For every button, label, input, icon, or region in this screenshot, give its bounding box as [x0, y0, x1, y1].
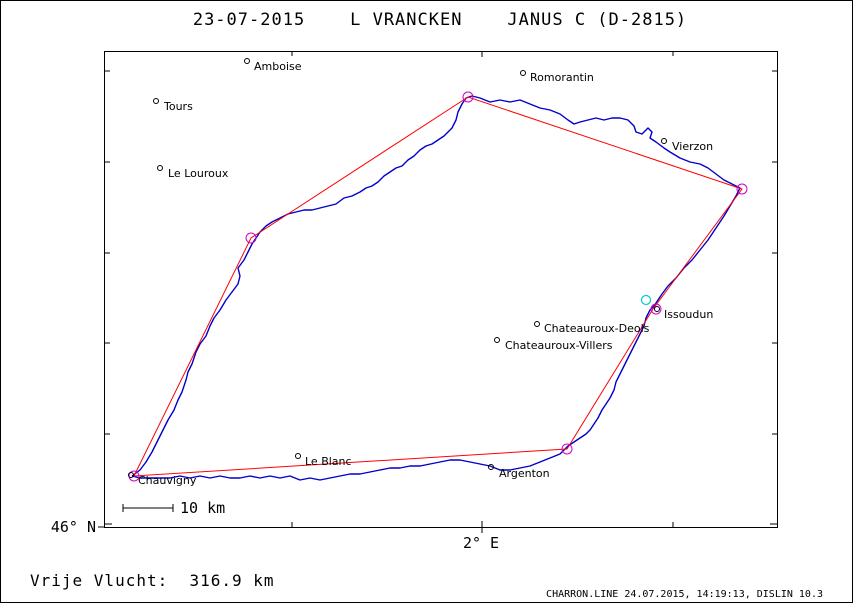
- latitude-label: 46° N: [51, 518, 96, 536]
- file-meta: CHARRON.LINE 24.07.2015, 14:19:13, DISLI…: [546, 589, 823, 600]
- task-route: [133, 96, 743, 477]
- scale-bar: [122, 504, 174, 512]
- town-label-vierzon: Vierzon: [672, 140, 713, 153]
- town-dot: [520, 70, 526, 76]
- turnpoint-marker: [650, 303, 662, 315]
- town-dot: [295, 453, 301, 459]
- town-label-chauvigny: Chauvigny: [138, 474, 197, 487]
- town-label-le-louroux: Le Louroux: [168, 167, 229, 180]
- axis-ticks: [98, 51, 778, 533]
- longitude-label: 2° E: [463, 534, 499, 552]
- gps-track: [131, 95, 741, 481]
- town-dot: [488, 464, 494, 470]
- plot-frame: [104, 51, 778, 528]
- flight-title: 23-07-2015 L VRANCKEN JANUS C (D-2815): [193, 10, 687, 30]
- town-dot: [157, 165, 163, 171]
- town-dot: [654, 306, 660, 312]
- turnpoints: [128, 91, 748, 482]
- town-dot: [153, 98, 159, 104]
- town-label-le-blanc: Le Blanc: [305, 455, 352, 468]
- scale-bar-label: 10 km: [180, 499, 225, 517]
- town-dot: [661, 138, 667, 144]
- town-label-argenton: Argenton: [499, 467, 550, 480]
- distance-summary: Vrije Vlucht: 316.9 km: [30, 571, 275, 590]
- turnpoint-marker: [561, 443, 573, 455]
- town-label-issoudun: Issoudun: [664, 308, 713, 321]
- town-dot: [494, 337, 500, 343]
- town-dot: [534, 321, 540, 327]
- town-markers: [128, 58, 667, 478]
- start-marker: [640, 294, 652, 306]
- town-label-chateauroux-villers: Chateauroux-Villers: [505, 339, 613, 352]
- town-dot: [128, 472, 134, 478]
- turnpoint-marker: [462, 91, 474, 103]
- town-label-tours: Tours: [163, 100, 193, 113]
- town-label-romorantin: Romorantin: [530, 71, 594, 84]
- town-label-chateauroux-deols: Chateauroux-Deols: [544, 322, 650, 335]
- turnpoint-marker: [245, 232, 257, 244]
- town-dot: [244, 58, 250, 64]
- town-label-amboise: Amboise: [254, 60, 302, 73]
- turnpoint-marker: [736, 183, 748, 195]
